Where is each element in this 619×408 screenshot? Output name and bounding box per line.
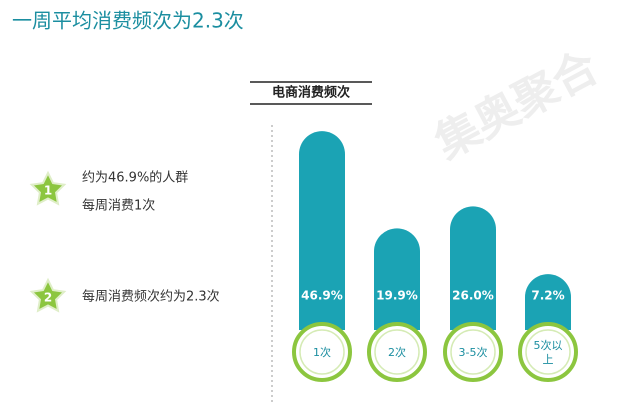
badge-star bbox=[29, 277, 67, 313]
category-inner bbox=[450, 329, 496, 375]
watermark: 集奥聚合 bbox=[426, 41, 606, 169]
category-inner bbox=[525, 329, 571, 375]
category-inner bbox=[374, 329, 420, 375]
category-ring bbox=[292, 322, 352, 382]
badge-number: 1 bbox=[44, 184, 52, 198]
category-inner bbox=[299, 329, 345, 375]
category-ring bbox=[443, 322, 503, 382]
value-label: 7.2% bbox=[531, 289, 564, 303]
badge-star bbox=[29, 170, 67, 206]
bar bbox=[525, 274, 571, 330]
value-label: 26.0% bbox=[452, 289, 494, 303]
chart-subtitle: 电商消费频次 bbox=[272, 85, 350, 101]
value-label: 46.9% bbox=[301, 289, 343, 303]
category-label: 2次 bbox=[388, 345, 406, 359]
bar bbox=[374, 228, 420, 330]
note-text: 约为46.9%的人群 bbox=[82, 170, 188, 186]
note-text: 每周消费1次 bbox=[82, 198, 155, 214]
badge-number: 2 bbox=[44, 291, 52, 305]
category-label: 5次以上 bbox=[534, 338, 563, 366]
bar bbox=[299, 131, 345, 330]
note-text: 每周消费频次约为2.3次 bbox=[82, 289, 220, 305]
category-label: 1次 bbox=[313, 345, 331, 359]
value-label: 19.9% bbox=[376, 289, 418, 303]
bar bbox=[450, 206, 496, 330]
category-ring bbox=[367, 322, 427, 382]
chart-title: 一周平均消费频次为2.3次 bbox=[12, 9, 244, 33]
category-ring bbox=[518, 322, 578, 382]
category-label: 3-5次 bbox=[459, 345, 488, 359]
